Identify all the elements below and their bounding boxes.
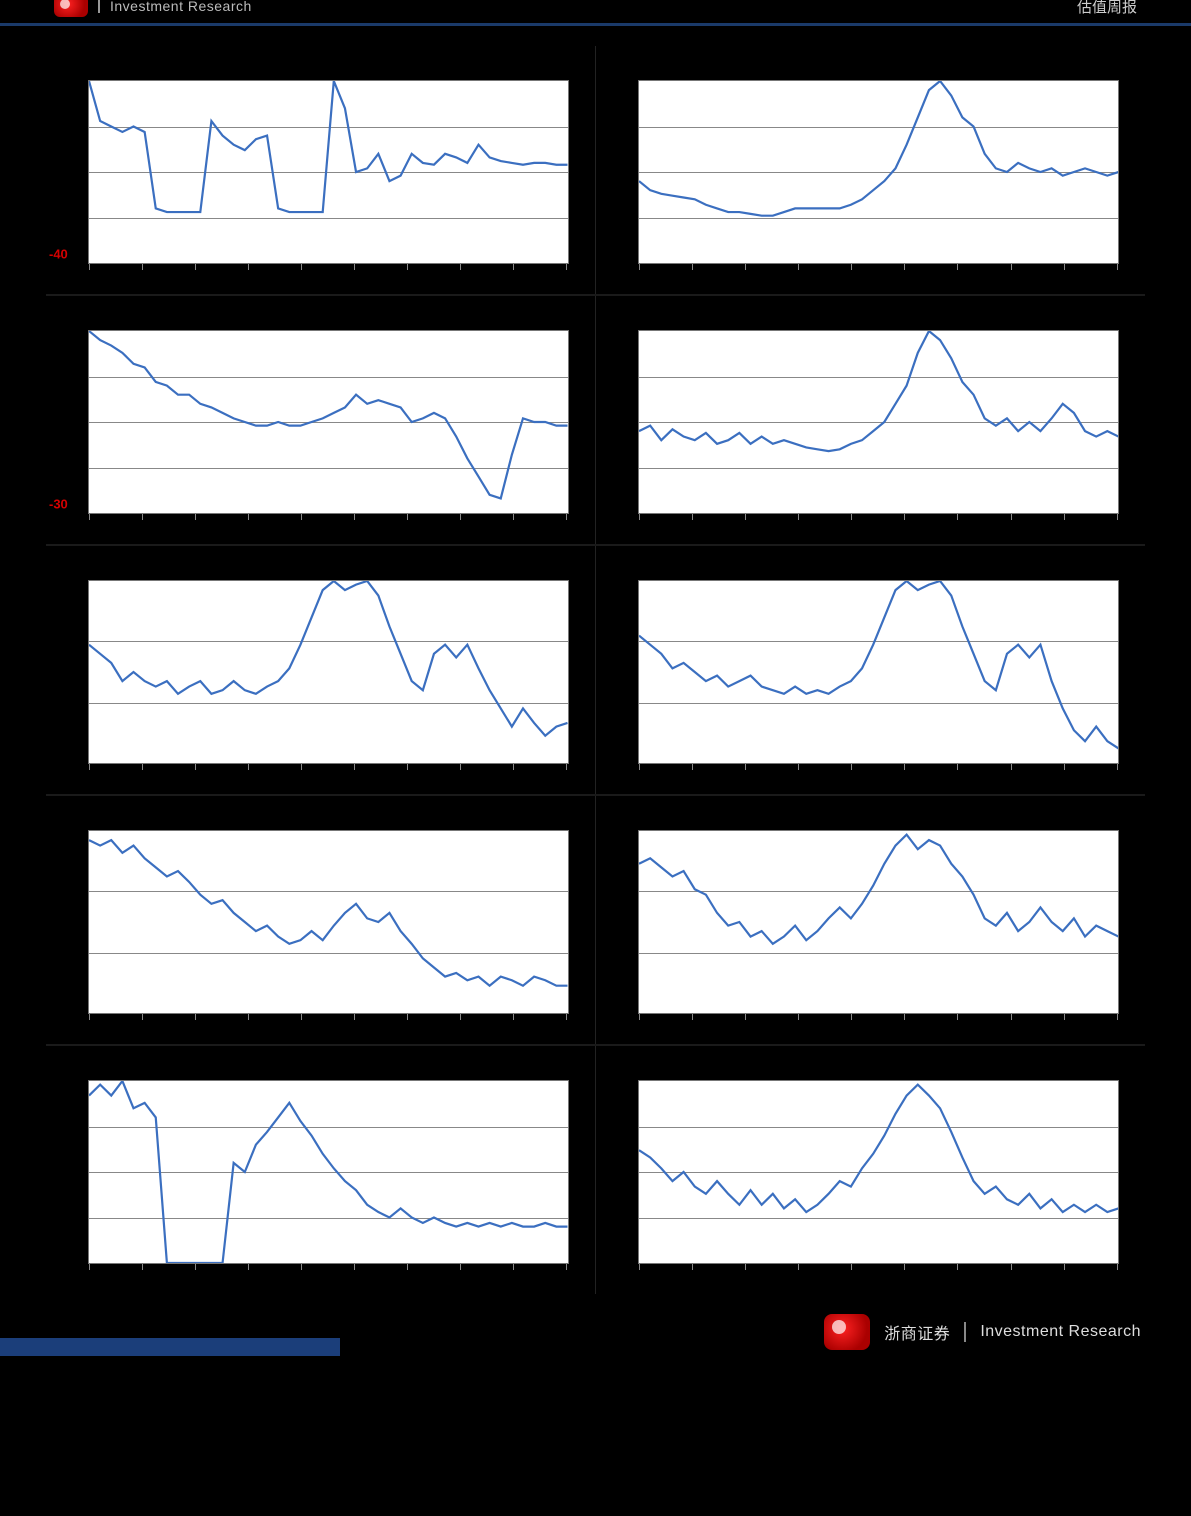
divider-icon (964, 1322, 966, 1342)
chart-frame (88, 830, 569, 1014)
chart-frame (638, 580, 1120, 764)
footer-logo-icon (824, 1314, 870, 1350)
chart-frame (88, 1080, 569, 1264)
chart-frame (638, 80, 1120, 264)
line-chart (639, 581, 1119, 763)
line-chart (639, 331, 1119, 513)
x-ticks (89, 264, 568, 270)
footer-accent-bar (0, 1338, 340, 1356)
chart-frame (638, 1080, 1120, 1264)
x-ticks (89, 1014, 568, 1020)
chart-cell: -40 (46, 46, 596, 294)
footer-company: 浙商证券 (884, 1320, 950, 1344)
page-header: Investment Research 估值周报 (0, 0, 1191, 26)
line-chart (639, 81, 1119, 263)
x-ticks (89, 514, 568, 520)
line-chart (89, 1081, 568, 1263)
x-ticks (639, 1014, 1119, 1020)
header-title: Investment Research (110, 0, 252, 14)
line-chart (89, 831, 568, 1013)
chart-cell (596, 296, 1146, 544)
chart-frame: -30 (88, 330, 569, 514)
divider-icon (98, 0, 100, 13)
y-axis-label: -40 (49, 246, 68, 261)
chart-cell: -30 (46, 296, 596, 544)
brand-logo-icon (54, 0, 88, 17)
line-chart (639, 1081, 1119, 1263)
chart-frame: -40 (88, 80, 569, 264)
chart-cell (596, 1046, 1146, 1294)
x-ticks (639, 514, 1119, 520)
line-chart (639, 831, 1119, 1013)
x-ticks (89, 764, 568, 770)
chart-frame (88, 580, 569, 764)
line-chart (89, 581, 568, 763)
x-ticks (639, 1264, 1119, 1270)
chart-cell (596, 46, 1146, 294)
footer-tagline: Investment Research (980, 1323, 1141, 1341)
line-chart (89, 81, 568, 263)
x-ticks (639, 764, 1119, 770)
chart-cell (596, 546, 1146, 794)
x-ticks (639, 264, 1119, 270)
header-left: Investment Research (54, 0, 252, 17)
chart-cell (46, 546, 596, 794)
chart-cell (596, 796, 1146, 1044)
chart-cell (46, 1046, 596, 1294)
chart-frame (638, 830, 1120, 1014)
header-subtitle: 估值周报 (1077, 0, 1137, 17)
chart-grid: -40 -30 (0, 26, 1191, 1304)
y-axis-label: -30 (49, 496, 68, 511)
chart-frame (638, 330, 1120, 514)
chart-cell (46, 796, 596, 1044)
x-ticks (89, 1264, 568, 1270)
line-chart (89, 331, 568, 513)
